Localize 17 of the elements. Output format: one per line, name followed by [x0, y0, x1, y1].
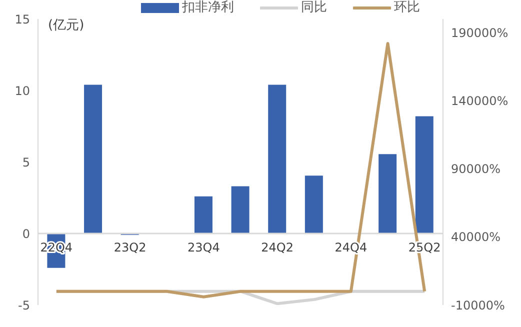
- y-tick-label: -5: [18, 298, 30, 312]
- y-tick-label: 15: [14, 12, 30, 26]
- y-tick-label: 0: [22, 226, 30, 241]
- legend-label: 扣非净利: [182, 0, 234, 16]
- x-tick-label: 23Q2: [114, 240, 146, 254]
- y2-tick-label: 140000%: [451, 94, 508, 108]
- legend-label: 环比: [394, 0, 420, 16]
- legend-label: 同比: [301, 0, 327, 16]
- y-axis-title: (亿元): [48, 17, 84, 34]
- y2-tick-label: 40000%: [451, 230, 501, 244]
- x-tick-label: 24Q2: [261, 240, 294, 254]
- y-tick-label: 5: [22, 155, 30, 170]
- y2-tick-label: 190000%: [451, 26, 508, 40]
- y2-tick-label: 90000%: [451, 162, 501, 176]
- y2-tick-label: -10000%: [451, 298, 505, 312]
- y-tick-label: 10: [14, 84, 30, 98]
- x-tick-label: 23Q4: [188, 240, 220, 254]
